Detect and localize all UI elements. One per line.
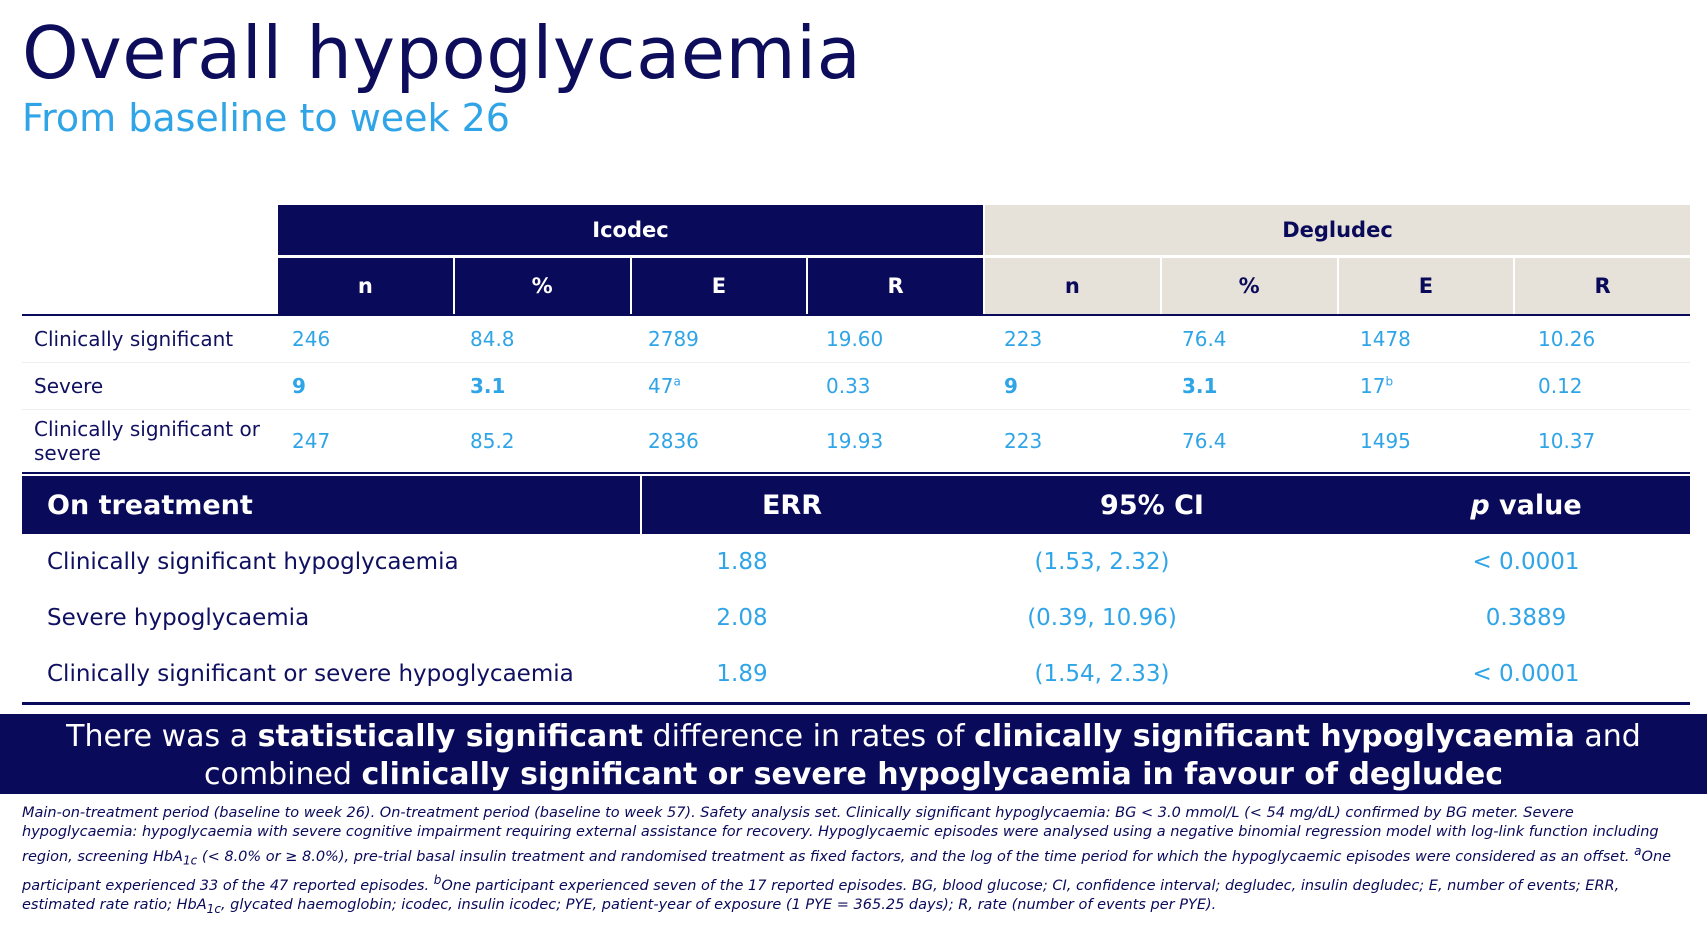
footnote-marker: a [673,374,681,389]
cell: 85.2 [470,429,515,453]
footnote-sub: 1c [182,853,198,868]
cell: 19.60 [826,327,884,351]
cell: 9 [292,374,306,398]
cell: 0.33 [826,374,871,398]
p-letter: p [1470,489,1490,521]
degludec-n-header: n [985,258,1160,314]
icodec-r-header: R [808,258,983,314]
cell: 0.12 [1538,374,1583,398]
degludec-pct-header: % [1161,258,1337,314]
table-row: Clinically significant or severe hypogly… [22,646,1690,702]
cell: 2789 [648,327,699,351]
footnote-text: , glycated haemoglobin; icodec, insulin … [220,896,1217,913]
table-row: Clinically significant 246 84.8 2789 19.… [22,316,1690,363]
footnote-marker: b [1385,374,1394,389]
conclusion-banner: There was a statistically significant di… [0,714,1707,794]
cell: 2836 [648,429,699,453]
table-row: Clinically significant or severe 247 85.… [22,410,1690,472]
divider [22,702,1690,705]
p-value: 0.3889 [1485,605,1567,631]
cell: 223 [1004,327,1043,351]
row-label: Severe [34,374,104,398]
table-row: Severe hypoglycaemia 2.08 (0.39, 10.96) … [22,590,1690,646]
icodec-n-header: n [278,258,453,314]
footnote-text: One participant experienced seven of the… [22,877,1620,913]
cell: 1495 [1360,429,1411,453]
banner-text: There was a [66,719,258,754]
banner-text: difference in rates of [643,719,975,754]
row-label: Clinically significant hypoglycaemia [47,549,459,575]
table-row: Clinically significant hypoglycaemia 1.8… [22,534,1690,590]
p-value-header: p value [1362,490,1690,521]
footnote-sub: 1c [206,901,221,916]
ci-value: (1.54, 2.33) [1034,661,1170,687]
page-subtitle: From baseline to week 26 [22,96,510,140]
banner-emphasis: clinically significant or severe hypogly… [361,757,1504,792]
cell: 247 [292,429,331,453]
icodec-e-header: E [631,258,807,314]
cell: 9 [1004,374,1018,398]
group-header-row: Icodec Degludec [22,205,1690,255]
err-value: 1.89 [716,661,768,687]
footnote-text: One participant experienced 33 of the 47… [22,848,1672,894]
err-table: On treatment ERR 95% CI p value Clinical… [22,476,1690,705]
cell: 19.93 [826,429,884,453]
cell: 76.4 [1182,327,1227,351]
p-value: < 0.0001 [1472,549,1580,575]
table-row: Severe 9 3.1 47a 0.33 9 3.1 17b 0.12 [22,363,1690,410]
banner-emphasis: statistically significant [257,719,643,754]
cell: 3.1 [1182,374,1218,398]
err-header: ERR [761,489,823,521]
banner-text: and combined [204,719,1641,792]
err-table-header: On treatment ERR 95% CI p value [22,476,1690,534]
cell: 246 [292,327,331,351]
row-label: Severe hypoglycaemia [47,605,310,631]
icodec-pct-header: % [454,258,630,314]
footnote-sup: a [1634,844,1642,858]
cell: 223 [1004,429,1043,453]
page-title: Overall hypoglycaemia [22,11,862,95]
row-label: Clinically significant or severe hypogly… [47,661,574,687]
footnote-text: Main-on-treatment period (baseline to we… [22,805,1659,865]
value-word: value [1489,489,1582,521]
cell: 84.8 [470,327,515,351]
cell: 47a [634,374,812,398]
banner-emphasis: clinically significant hypoglycaemia [974,719,1575,754]
ci-header: 95% CI [1100,489,1204,521]
divider [22,472,1690,474]
cell: 17b [1346,374,1524,398]
p-value: < 0.0001 [1472,661,1580,687]
cell-value: 17 [1360,374,1386,398]
divider [22,314,1690,316]
footnote-text: (< 8.0% or ≥ 8.0%), pre-trial basal insu… [197,848,1635,865]
cell: 10.26 [1538,327,1596,351]
err-value: 1.88 [716,549,768,575]
ci-value: (0.39, 10.96) [1027,605,1177,631]
on-treatment-header: On treatment [22,476,642,534]
cell-value: 47 [648,374,674,398]
cell: 1478 [1360,327,1411,351]
degludec-e-header: E [1338,258,1514,314]
cell: 76.4 [1182,429,1227,453]
sub-header-row: n % E R n % E R [22,258,1690,314]
hypoglycaemia-table: Icodec Degludec n % E R n % E R Clinical… [22,205,1690,474]
ci-value: (1.53, 2.32) [1034,549,1170,575]
degludec-r-header: R [1515,258,1690,314]
row-label: Clinically significant or severe [34,417,260,465]
group-header-icodec: Icodec [278,205,983,255]
row-label: Clinically significant [34,327,234,351]
footnote-sup: b [433,872,442,887]
err-value: 2.08 [716,605,768,631]
cell: 10.37 [1538,429,1596,453]
footnote: Main-on-treatment period (baseline to we… [22,804,1690,918]
cell: 3.1 [470,374,506,398]
group-header-degludec: Degludec [985,205,1690,255]
